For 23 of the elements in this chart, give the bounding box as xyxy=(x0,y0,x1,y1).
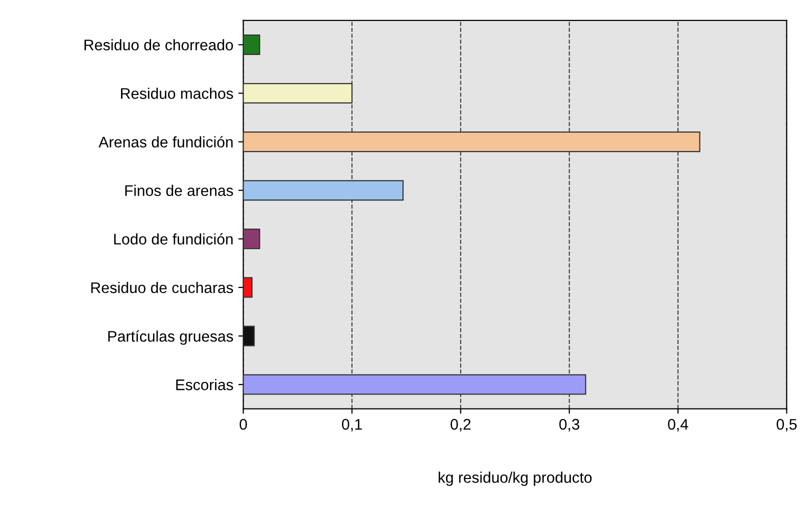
bar xyxy=(243,180,404,201)
bar xyxy=(243,277,253,298)
bar xyxy=(243,228,260,250)
bar xyxy=(243,82,353,104)
x-axis-title: kg residuo/kg producto xyxy=(438,472,592,486)
y-tick-label: Finos de arenas xyxy=(125,184,234,196)
x-tick-label: 0,2 xyxy=(450,418,470,432)
y-tick-label: Partículas gruesas xyxy=(108,330,234,345)
x-tick-label: 0,4 xyxy=(668,418,688,432)
bar xyxy=(243,132,700,152)
x-tick-label: 0,1 xyxy=(342,418,362,432)
x-tick-label: 0,3 xyxy=(559,418,580,432)
y-tick-label: Escorias xyxy=(176,378,234,390)
y-tick-label: Residuo machos xyxy=(121,88,234,99)
y-tick-label: Residuo de cucharas xyxy=(91,282,234,294)
x-tick-label: 0,5 xyxy=(776,418,797,432)
bar xyxy=(243,34,260,55)
x-tick-label: 0 xyxy=(240,418,247,430)
bar xyxy=(243,326,255,346)
y-tick-label: Residuo de chorreado xyxy=(84,39,233,50)
bar xyxy=(243,374,586,395)
y-tick-label: Lodo de fundición xyxy=(114,233,233,245)
y-tick-label: Arenas de fundición xyxy=(98,136,233,148)
